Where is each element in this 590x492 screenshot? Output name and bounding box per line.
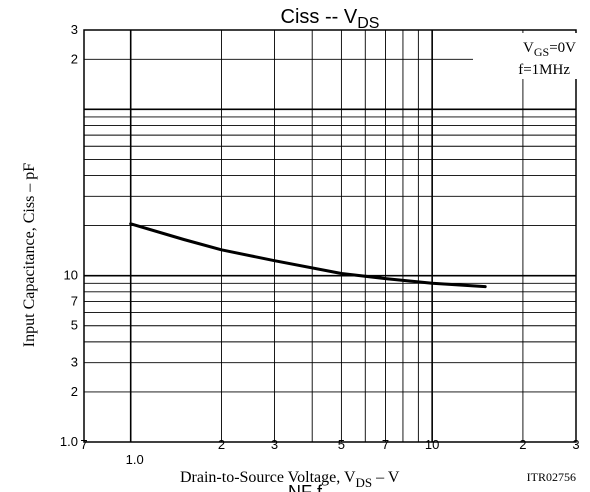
plot-area (83, 29, 577, 443)
y-tick-label: 1.0 (60, 434, 78, 449)
series-layer (129, 222, 487, 289)
x-tick-label: 2 (218, 437, 225, 452)
ciss-curve (129, 222, 487, 289)
figure-code: ITR02756 (527, 470, 576, 484)
y-tick-label: 10 (64, 268, 78, 283)
chart-title: Ciss -- VDS (281, 6, 380, 32)
x-tick-label: 3 (572, 437, 579, 452)
plot-border (83, 29, 577, 443)
annotation-background (473, 33, 577, 79)
grid-lines (84, 30, 576, 442)
y-tick-label: 3 (71, 355, 78, 370)
x-tick-label: 5 (338, 437, 345, 452)
y-tick-label: 2 (71, 384, 78, 399)
y-tick-label: 7 (71, 293, 78, 308)
y-tick-label: 5 (71, 318, 78, 333)
x-tick-label: 2 (519, 437, 526, 452)
y-axis-label: Input Capacitance, Ciss – pF (21, 163, 38, 348)
annotation-frequency: f=1MHz (518, 62, 570, 78)
x-axis-label: Drain-to-Source Voltage, VDS – V (180, 469, 400, 490)
y-tick-label: 3 (71, 22, 78, 37)
x-tick-label: 3 (271, 437, 278, 452)
x-tick-label: 10 (425, 437, 439, 452)
x-tick-label: 1.0 (126, 452, 144, 467)
x-tick-label: 7 (80, 437, 87, 452)
x-tick-label: 7 (382, 437, 389, 452)
cut-off-text: NF f (288, 482, 323, 492)
annotation-vgs: VGS=0V (523, 40, 576, 59)
y-tick-labels: 1.0 2 3 5 7 10 2 3 (60, 22, 78, 449)
x-tick-labels: 7 1.0 2 3 5 7 10 2 3 (80, 437, 579, 467)
y-tick-label: 2 (71, 51, 78, 66)
